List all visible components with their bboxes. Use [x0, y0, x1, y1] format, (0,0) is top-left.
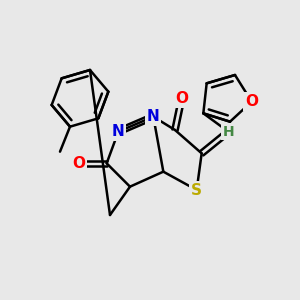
- Text: N: N: [147, 109, 160, 124]
- Text: N: N: [112, 124, 125, 139]
- Text: H: H: [223, 125, 234, 139]
- Text: O: O: [245, 94, 258, 109]
- Text: O: O: [72, 156, 85, 171]
- Text: S: S: [191, 182, 202, 197]
- Text: O: O: [175, 91, 188, 106]
